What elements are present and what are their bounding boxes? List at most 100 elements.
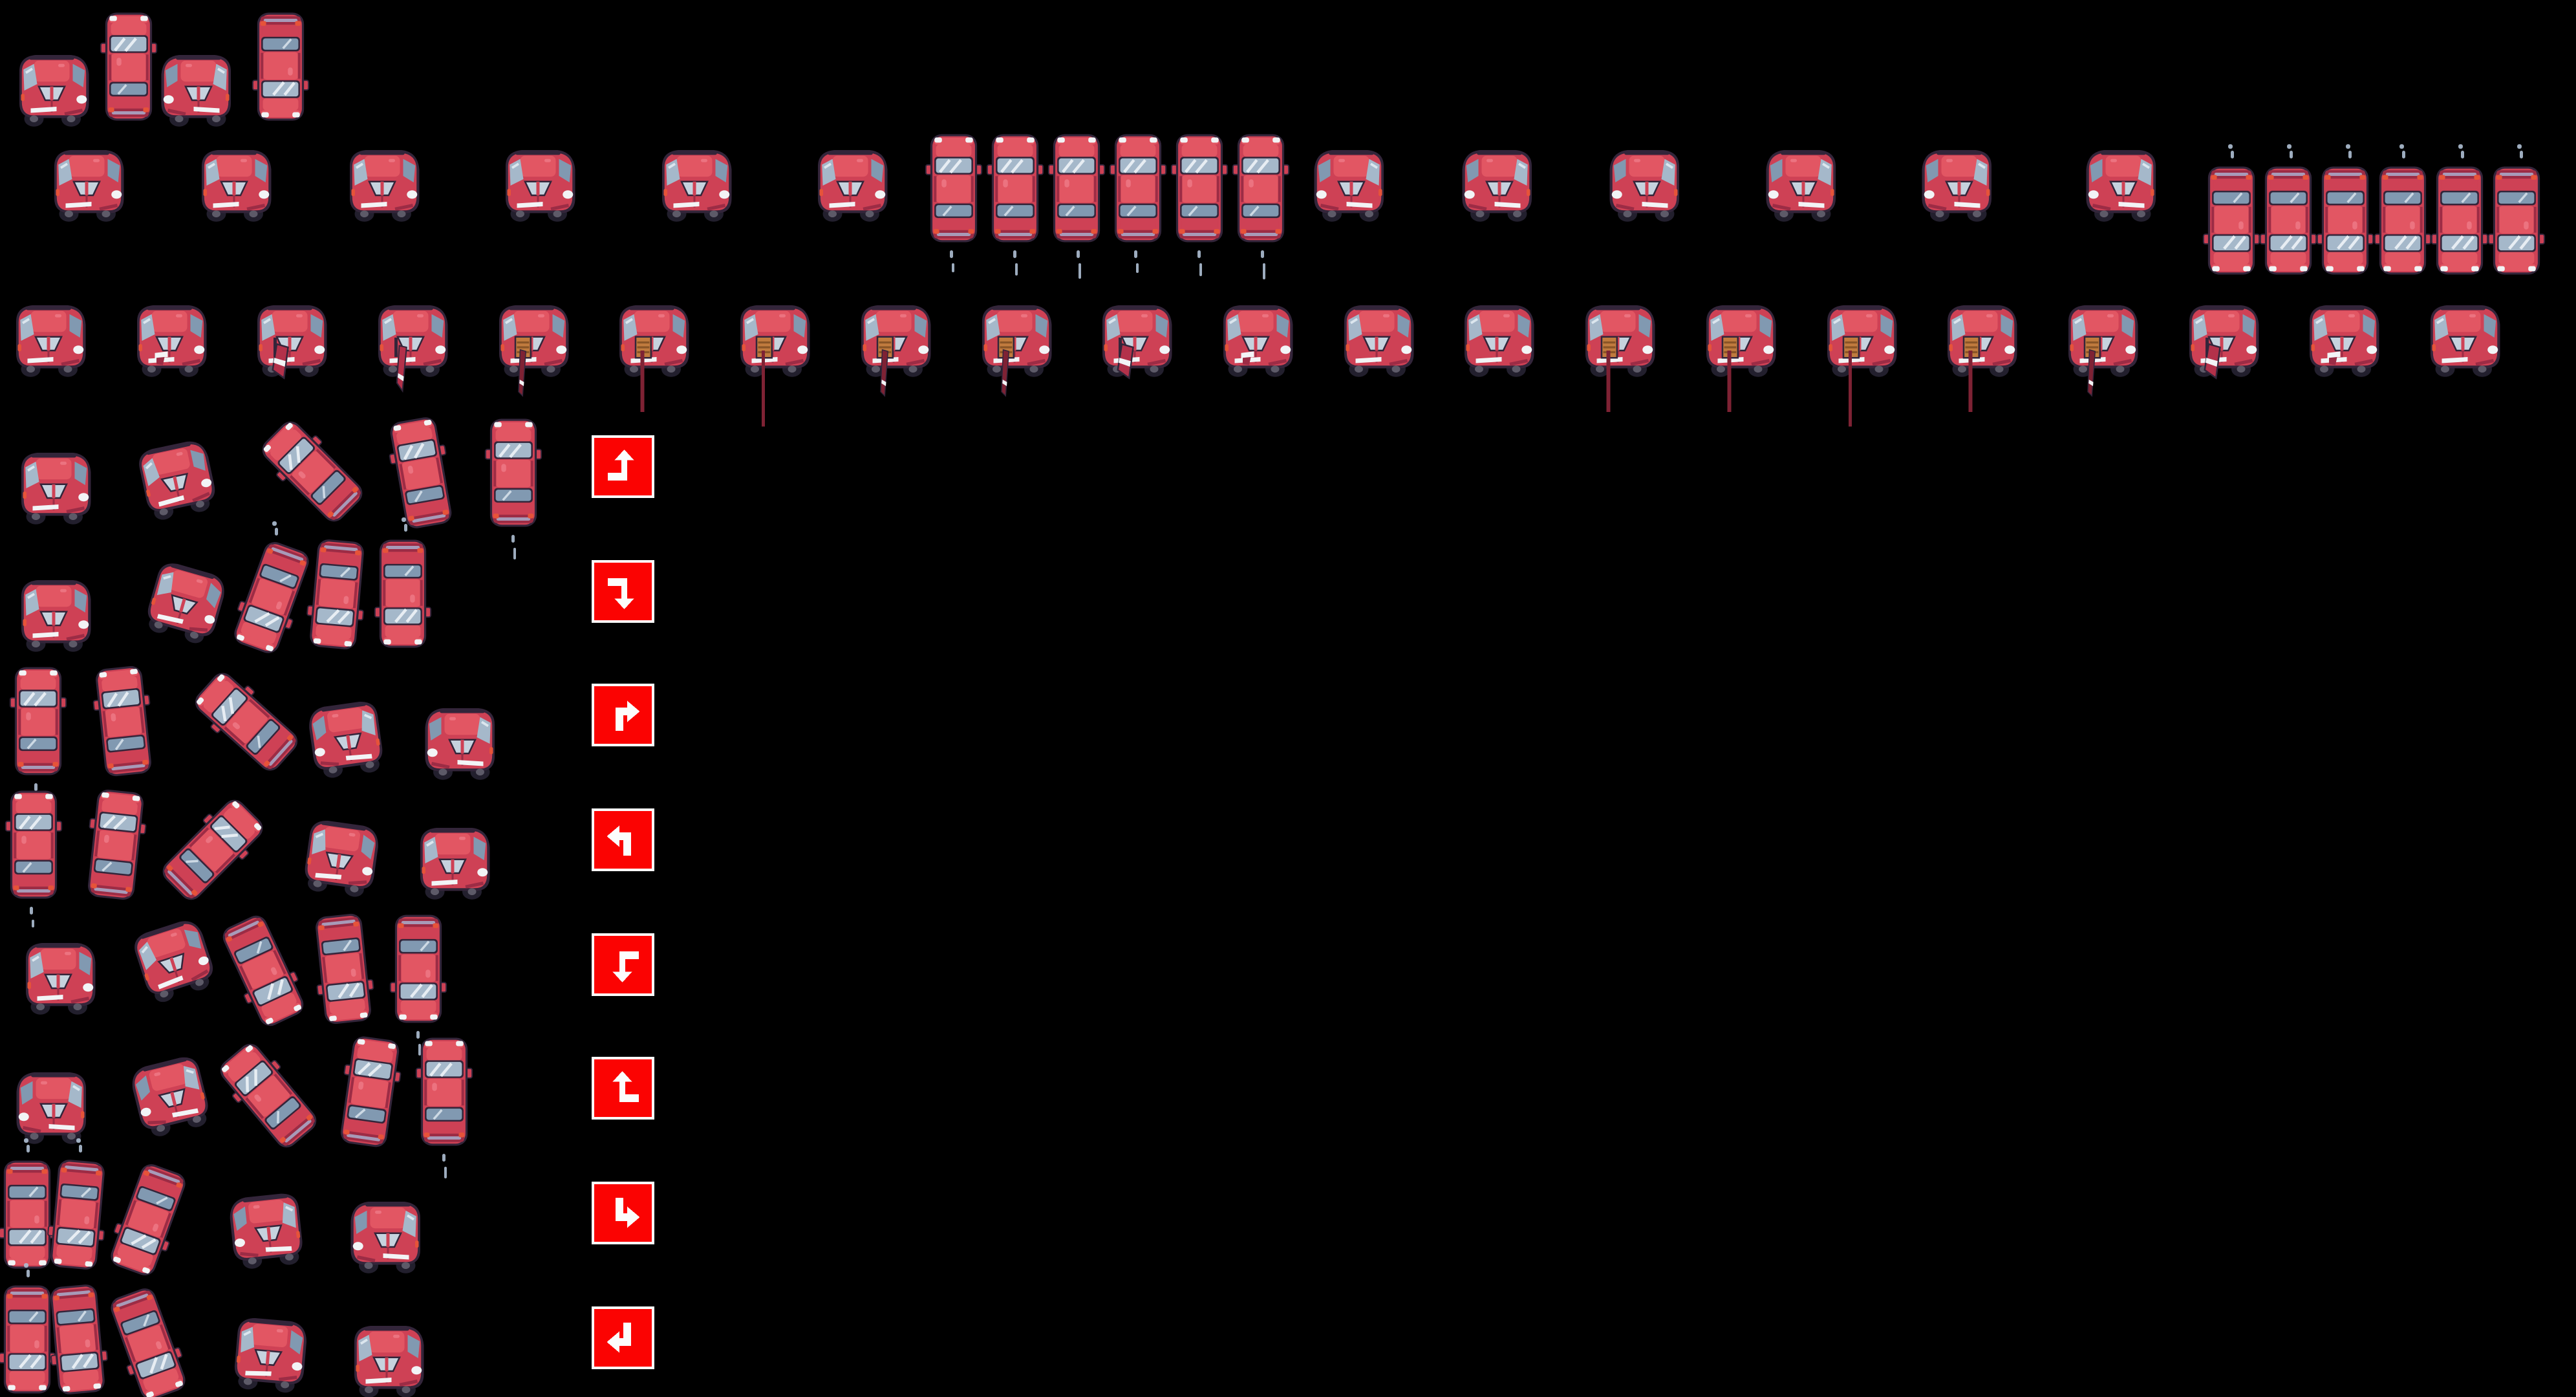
exhaust-smoke bbox=[2399, 144, 2404, 149]
car-top-view-facing-up bbox=[925, 133, 983, 244]
exhaust-smoke bbox=[1261, 250, 1264, 258]
turn-up-from-left-icon bbox=[592, 435, 654, 498]
car-top-view-facing-up bbox=[1047, 133, 1106, 244]
car-three-quarter-view-a bbox=[122, 430, 227, 525]
car-three-quarter-view-a bbox=[805, 144, 896, 222]
car-three-quarter-view-a bbox=[13, 937, 103, 1015]
exhaust-smoke bbox=[952, 263, 954, 272]
car-three-quarter-view-a bbox=[649, 144, 740, 222]
exhaust-smoke bbox=[76, 1138, 81, 1143]
exhaust-smoke bbox=[27, 1270, 30, 1277]
exhaust-smoke bbox=[416, 1031, 420, 1039]
exhaust-smoke bbox=[2517, 144, 2522, 149]
car-three-quarter-view-a bbox=[341, 1319, 432, 1397]
car-top-view-facing-up bbox=[484, 417, 542, 528]
car-three-quarter-view-b bbox=[1306, 144, 1397, 222]
exhaust-smoke bbox=[32, 920, 34, 927]
car-door-animation-frame bbox=[2055, 299, 2146, 397]
turn-up-from-right-icon bbox=[592, 1057, 654, 1120]
car-door-animation-frame bbox=[365, 299, 456, 393]
car-three-quarter-view-a bbox=[337, 144, 427, 222]
car-three-quarter-view-b bbox=[417, 702, 508, 780]
turn-down-from-right-icon bbox=[592, 933, 654, 996]
car-three-quarter-view-a bbox=[8, 574, 99, 652]
exhaust-smoke bbox=[27, 1145, 30, 1153]
exhaust-smoke bbox=[444, 1167, 447, 1178]
car-top-view-facing-up bbox=[156, 793, 270, 907]
car-top-view-facing-up bbox=[1232, 133, 1290, 244]
car-top-view-facing-up bbox=[92, 663, 155, 779]
car-three-quarter-view-b bbox=[1454, 144, 1545, 222]
exhaust-smoke bbox=[1015, 263, 1018, 276]
exhaust-smoke bbox=[2346, 144, 2350, 149]
car-top-view-facing-down bbox=[0, 1159, 56, 1270]
exhaust-smoke bbox=[1197, 250, 1201, 258]
car-top-view-facing-down bbox=[2316, 165, 2374, 276]
exhaust-smoke bbox=[2287, 144, 2292, 149]
car-door-animation-frame bbox=[2297, 299, 2387, 377]
car-door-animation-frame bbox=[727, 299, 818, 427]
turn-left-from-up-icon bbox=[592, 808, 654, 871]
car-door-animation-frame bbox=[244, 299, 335, 380]
exhaust-smoke bbox=[24, 1263, 28, 1268]
car-door-animation-frame bbox=[848, 299, 939, 397]
car-door-animation-frame bbox=[1089, 299, 1180, 380]
car-three-quarter-view-a bbox=[116, 907, 226, 1009]
exhaust-smoke bbox=[24, 1138, 28, 1143]
exhaust-smoke bbox=[272, 521, 277, 526]
exhaust-smoke bbox=[2458, 144, 2463, 149]
car-door-animation-frame bbox=[3, 299, 94, 377]
car-three-quarter-view-b bbox=[1602, 144, 1692, 222]
exhaust-smoke bbox=[950, 250, 953, 258]
exhaust-smoke bbox=[511, 535, 515, 543]
car-top-view-facing-up bbox=[9, 666, 67, 777]
car-top-view-facing-down bbox=[374, 538, 432, 649]
car-top-view-facing-down bbox=[217, 910, 309, 1032]
turn-right-from-up-icon bbox=[592, 684, 654, 746]
exhaust-smoke bbox=[79, 1145, 82, 1153]
car-three-quarter-view-a bbox=[407, 821, 498, 900]
car-three-quarter-view-a bbox=[8, 446, 99, 525]
exhaust-smoke bbox=[275, 528, 278, 536]
exhaust-smoke bbox=[1199, 263, 1202, 276]
car-door-animation-frame bbox=[124, 299, 215, 377]
car-top-view-facing-down bbox=[2374, 165, 2432, 276]
car-door-animation-frame bbox=[1210, 299, 1301, 377]
car-top-view-facing-down bbox=[389, 913, 447, 1024]
car-top-view-facing-up bbox=[5, 789, 63, 900]
exhaust-smoke bbox=[2348, 151, 2352, 158]
car-door-animation-frame bbox=[2176, 299, 2267, 380]
exhaust-smoke bbox=[2461, 151, 2464, 158]
car-three-quarter-view-b bbox=[1758, 144, 1849, 222]
car-top-view-facing-up bbox=[337, 1033, 402, 1150]
car-top-view-facing-up bbox=[255, 415, 370, 529]
exhaust-smoke bbox=[30, 907, 33, 915]
car-three-quarter-view-b bbox=[297, 691, 398, 781]
exhaust-smoke bbox=[34, 783, 38, 791]
car-top-view-facing-up bbox=[986, 133, 1044, 244]
car-top-view-facing-down bbox=[105, 1283, 191, 1397]
exhaust-smoke bbox=[404, 524, 407, 532]
exhaust-smoke bbox=[1136, 263, 1139, 273]
car-three-quarter-view-b bbox=[119, 1045, 226, 1142]
turn-left-from-down-icon bbox=[592, 1306, 654, 1369]
exhaust-smoke bbox=[2231, 151, 2234, 158]
turn-right-from-down-icon bbox=[592, 1182, 654, 1244]
car-top-view-facing-up bbox=[415, 1036, 473, 1147]
car-top-view-facing-down bbox=[105, 1159, 191, 1281]
car-three-quarter-view-a bbox=[189, 144, 279, 222]
car-door-animation-frame bbox=[1572, 299, 1663, 412]
car-top-view-facing-down bbox=[2202, 165, 2260, 276]
exhaust-smoke bbox=[1134, 250, 1137, 258]
car-top-view-facing-down bbox=[306, 537, 367, 652]
car-top-view-facing-down bbox=[2431, 165, 2489, 276]
car-three-quarter-view-b bbox=[153, 49, 244, 127]
car-top-view-facing-down bbox=[312, 911, 374, 1026]
car-door-animation-frame bbox=[969, 299, 1060, 397]
car-door-animation-frame bbox=[486, 299, 577, 397]
car-three-quarter-view-b bbox=[8, 1066, 99, 1144]
car-three-quarter-view-a bbox=[493, 144, 583, 222]
car-three-quarter-view-a bbox=[6, 49, 97, 127]
turn-down-from-left-icon bbox=[592, 560, 654, 623]
